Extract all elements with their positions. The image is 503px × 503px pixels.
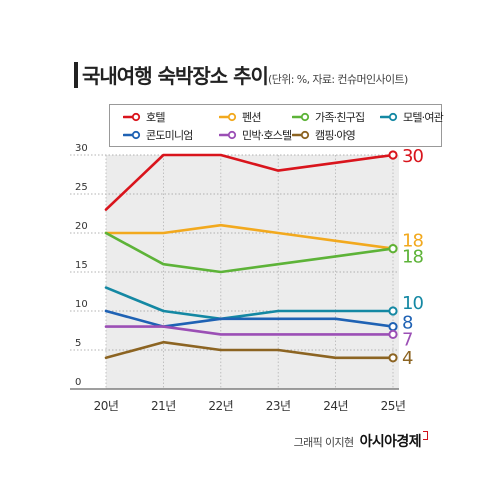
y-tick-label: 0 [75, 377, 81, 388]
series-end-marker [388, 150, 398, 160]
y-tick-label: 15 [75, 260, 88, 271]
title-accent-bar [74, 62, 78, 88]
credit: 그래픽 이지현 아시아경제 [294, 431, 428, 451]
legend-label: 모텔·여관 [403, 111, 444, 124]
legend-label: 민박·호스텔 [242, 129, 292, 142]
series-lines [104, 153, 395, 360]
credit-brand-logo: 아시아경제 [359, 434, 422, 450]
legend-swatch-icon [219, 112, 237, 122]
legend-label: 가족·친구집 [315, 111, 365, 124]
x-tick-label: 21년 [151, 399, 176, 413]
legend-swatch-icon [380, 112, 398, 122]
legend-swatch-icon [292, 112, 310, 122]
series-line [104, 325, 395, 336]
legend-item: 콘도미니엄 [123, 128, 193, 142]
series-line [104, 340, 395, 360]
series-end-label: 18 [402, 231, 423, 252]
series-line [104, 309, 395, 328]
y-tick-label: 5 [75, 338, 81, 349]
series-line [104, 153, 395, 211]
legend-label: 펜션 [242, 111, 261, 124]
y-axis: 0 5 10 15 20 25 30 [75, 143, 88, 388]
x-axis: 20년 21년 22년 23년 24년 25년 [94, 399, 406, 413]
series-end-marker [388, 353, 398, 363]
x-tick-label: 22년 [208, 399, 233, 413]
brand-mark-icon [423, 431, 428, 440]
legend-item: 민박·호스텔 [219, 128, 292, 142]
series-end-marker [388, 306, 398, 316]
x-tick-label: 24년 [323, 399, 348, 413]
series-end-label: 30 [402, 146, 423, 167]
y-tick-label: 25 [75, 182, 88, 193]
y-tick-label: 20 [75, 221, 88, 232]
legend-swatch-icon [123, 130, 141, 140]
series-line [104, 231, 395, 274]
series-end-marker [388, 244, 398, 254]
series-end-label: 8 [402, 313, 413, 334]
y-tick-label: 30 [75, 143, 88, 154]
x-tick-label: 20년 [94, 399, 119, 413]
legend-swatch-icon [123, 112, 141, 122]
series-end-marker [388, 322, 398, 332]
legend-label: 캠핑·야영 [315, 129, 356, 142]
legend-swatch-icon [292, 130, 310, 140]
series-end-markers [388, 150, 398, 363]
legend-label: 콘도미니엄 [146, 129, 193, 142]
legend-item: 모텔·여관 [380, 110, 444, 124]
x-tick-label: 25년 [381, 399, 406, 413]
grid-lines [70, 154, 399, 390]
series-end-marker [388, 329, 398, 339]
legend-item: 호텔 [123, 110, 165, 124]
chart-title: 국내여행 숙박장소 추이 [82, 64, 269, 88]
legend-item: 캠핑·야영 [292, 128, 356, 142]
series-end-label: 4 [402, 348, 413, 369]
chart-subtitle: (단위: %, 자료: 컨슈머인사이트) [268, 73, 408, 86]
legend-swatch-icon [219, 130, 237, 140]
series-line [104, 223, 395, 250]
series-end-label: 18 [402, 247, 423, 268]
legend-label: 호텔 [146, 111, 165, 124]
x-tick-label: 23년 [266, 399, 291, 413]
credit-graphic-author: 그래픽 이지현 [293, 436, 355, 449]
series-end-label: 7 [402, 329, 412, 350]
series-end-label: 10 [402, 293, 423, 314]
legend-item: 가족·친구집 [292, 110, 365, 124]
y-tick-label: 10 [75, 299, 88, 310]
legend-item: 펜션 [219, 110, 261, 124]
series-line [104, 286, 395, 321]
